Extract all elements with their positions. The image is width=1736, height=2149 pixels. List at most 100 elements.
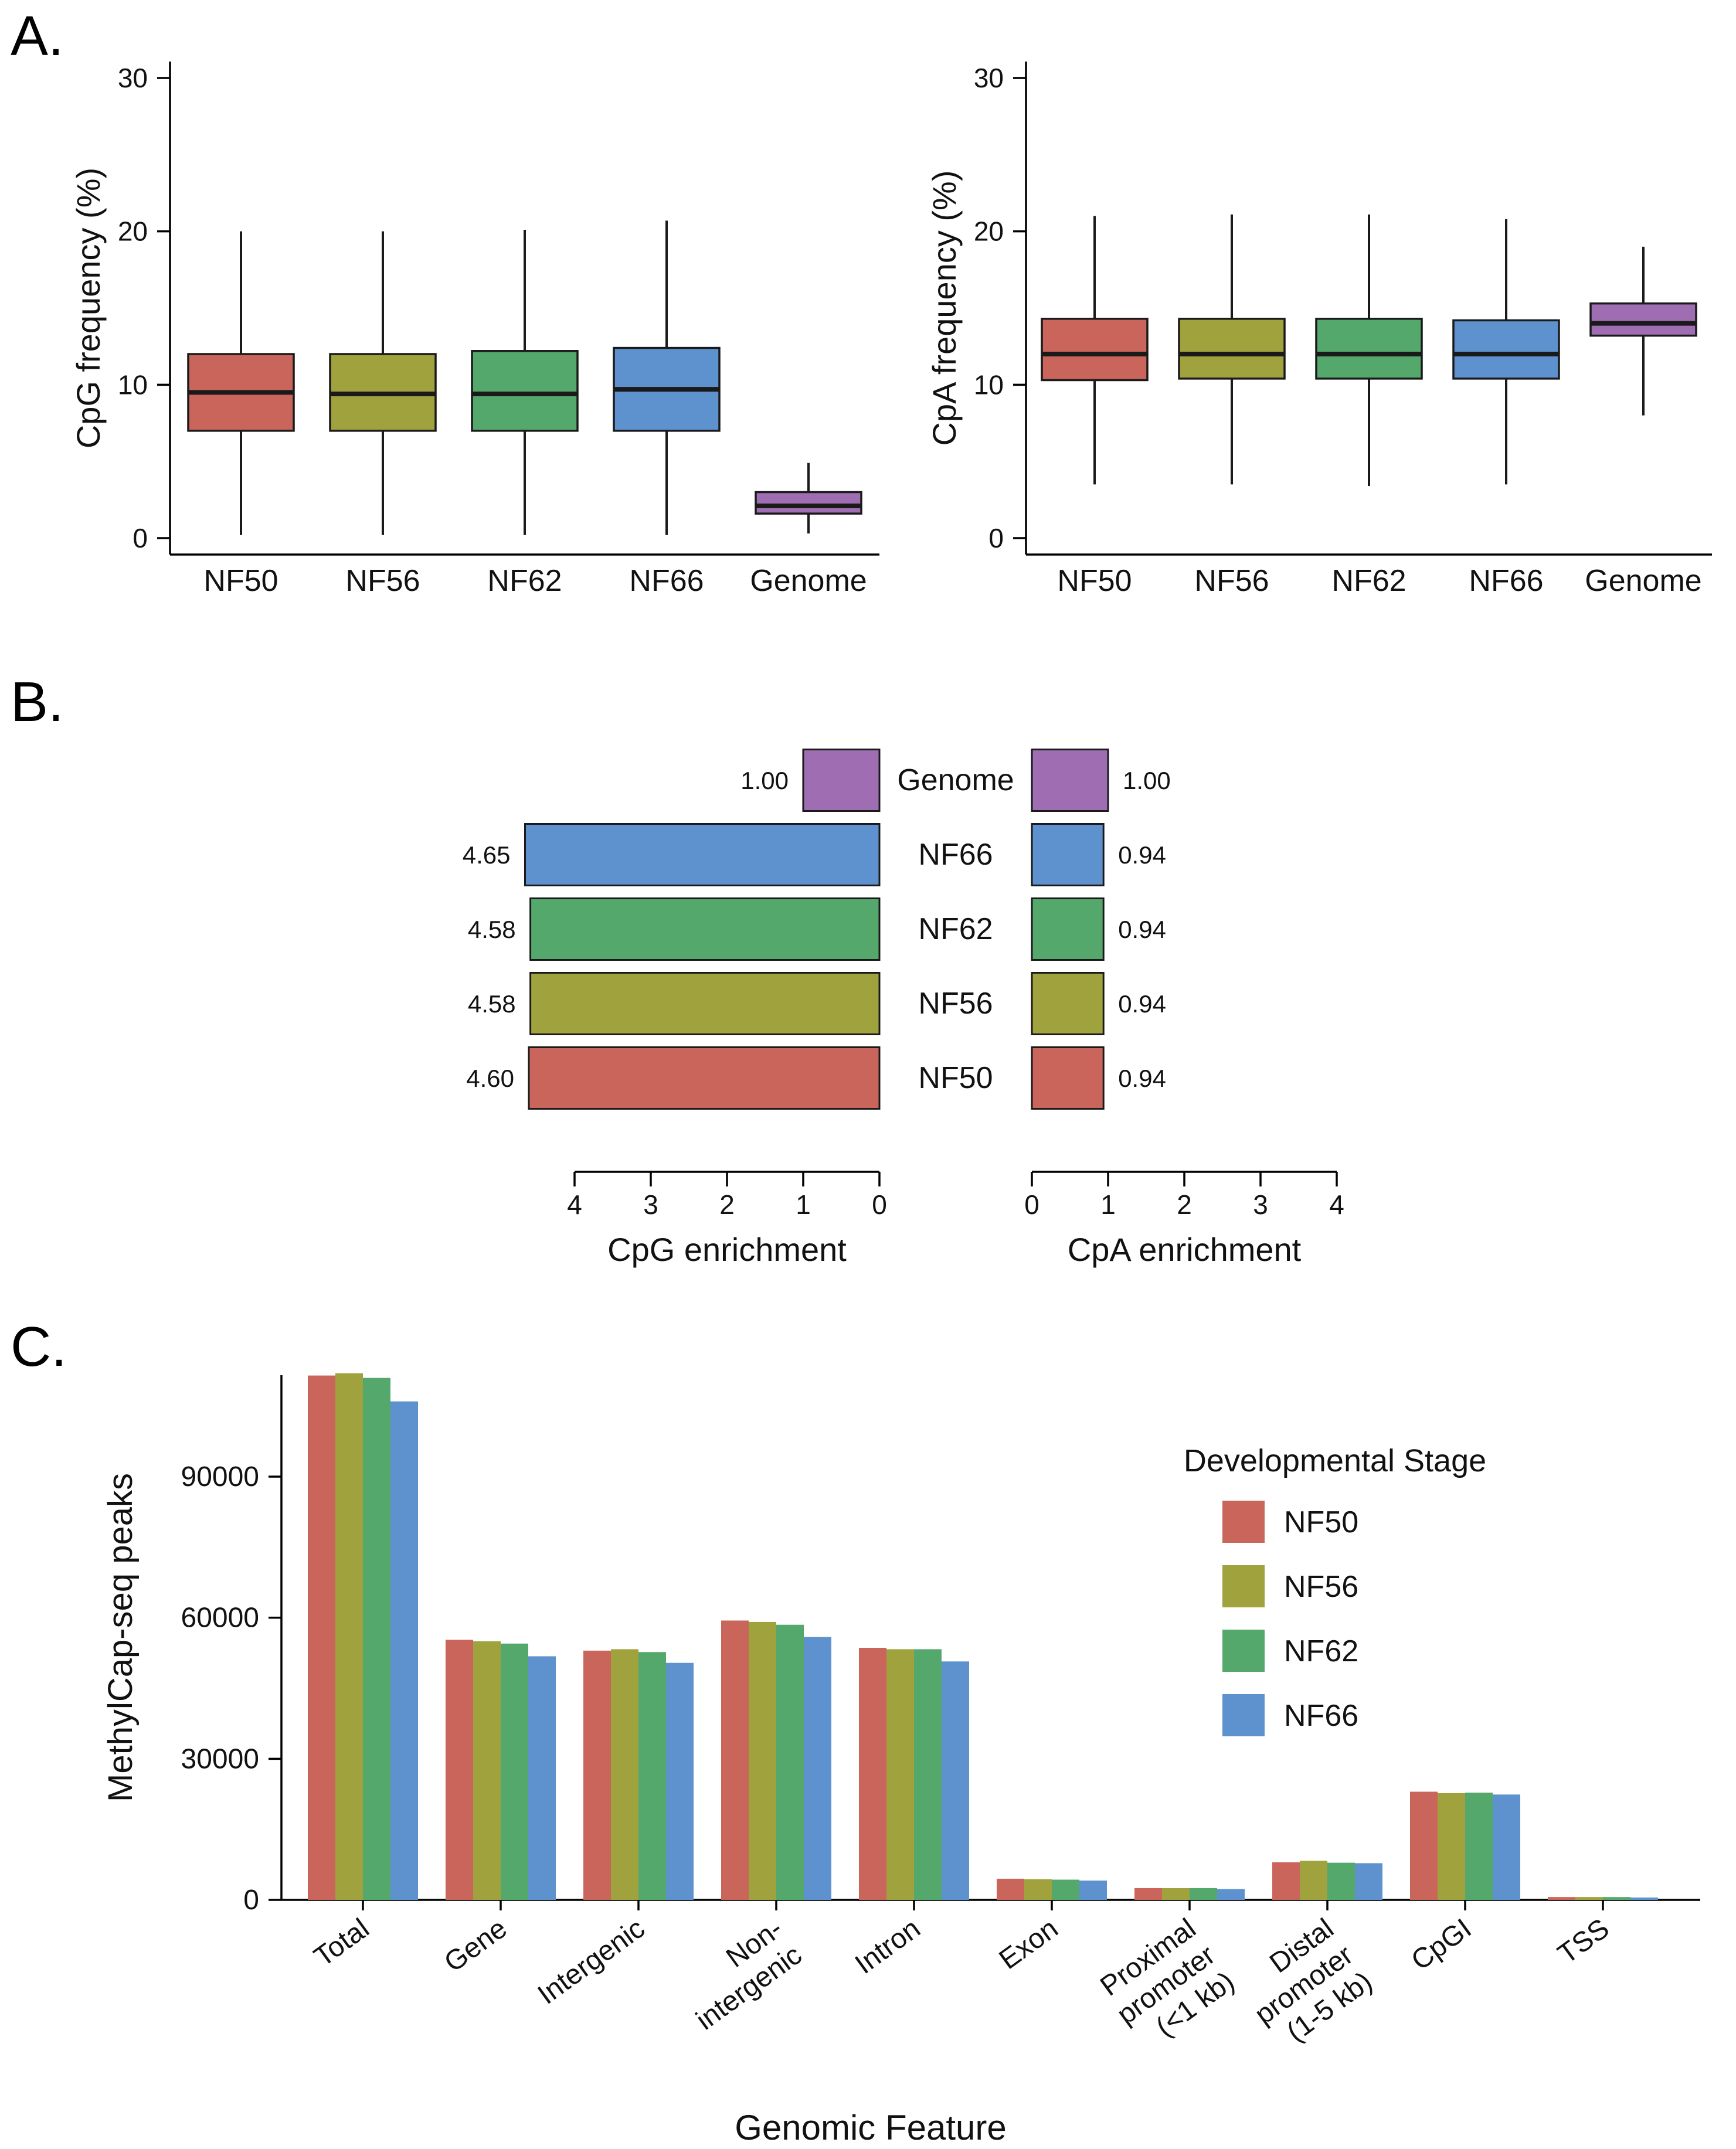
cpa-bar-NF56 — [1031, 972, 1105, 1035]
box-Genome — [1589, 302, 1697, 337]
x-category-label: Genome — [750, 564, 867, 598]
panel-a-label: A. — [11, 5, 64, 67]
x-category-label: NF62 — [1331, 564, 1406, 598]
bar-NF56-group9 — [1575, 1897, 1603, 1900]
cpg-bar-NF50 — [528, 1046, 881, 1110]
row-category-label: NF56 — [918, 987, 993, 1021]
y-tick-label: 90000 — [181, 1461, 259, 1492]
cpa-x-tick-label: 3 — [1253, 1189, 1268, 1220]
bar-NF62-group4 — [914, 1649, 942, 1900]
bar-NF56-group8 — [1438, 1793, 1465, 1900]
x-category-label: TSS — [1552, 1913, 1615, 1970]
x-axis-title: Genomic Feature — [735, 2108, 1007, 2147]
cpa-bar-value-NF66: 0.94 — [1118, 841, 1166, 869]
enrichment-bar-charts: 1.00 1.00 Genome 4.65 0.94 NF66 4.58 0.94 NF62 4.… — [463, 749, 1344, 1268]
y-tick-label: 0 — [133, 523, 148, 553]
x-category-label: Intergenic — [532, 1913, 651, 2011]
cpg-bar-Genome — [802, 749, 881, 812]
bar-NF66-group6 — [1217, 1889, 1245, 1900]
x-category-label: Gene — [439, 1913, 512, 1978]
x-category-label: NF50 — [203, 564, 278, 598]
panel-c-label: C. — [11, 1315, 67, 1378]
bar-NF50-group1 — [446, 1640, 473, 1900]
bar-NF50-group8 — [1410, 1791, 1438, 1900]
box-NF66 — [1452, 319, 1560, 380]
bar-NF66-group7 — [1355, 1863, 1382, 1900]
bar-NF50-group0 — [308, 1375, 335, 1900]
bar-NF56-group4 — [886, 1649, 914, 1900]
y-tick-label: 10 — [974, 369, 1004, 400]
cpa-bar-NF50 — [1031, 1046, 1105, 1110]
x-category-label: Genome — [1585, 564, 1701, 598]
x-category-label: Proximalpromoter(<1 kb) — [1092, 1913, 1240, 2057]
bar-NF50-group7 — [1272, 1862, 1300, 1900]
x-category-label: CpGI — [1406, 1913, 1477, 1977]
cpa-x-axis-title: CpA enrichment — [1068, 1231, 1302, 1268]
row-category-label: NF50 — [918, 1061, 993, 1095]
y-tick-label: 30000 — [181, 1743, 259, 1774]
cpg-bar-NF62 — [529, 897, 881, 961]
bar-NF66-group0 — [390, 1401, 418, 1900]
panel-b-label: B. — [11, 671, 64, 733]
bar-NF62-group8 — [1465, 1793, 1493, 1900]
cpg-x-tick-label: 4 — [567, 1189, 582, 1220]
cpg-x-tick-label: 2 — [719, 1189, 735, 1220]
cpg-bar-NF56 — [529, 972, 881, 1035]
legend-swatch-NF56 — [1222, 1565, 1265, 1607]
y-tick-label: 10 — [118, 369, 148, 400]
cpa-bar-value-Genome: 1.00 — [1123, 767, 1171, 794]
x-category-label: NF66 — [1469, 564, 1543, 598]
y-tick-label: 30 — [974, 63, 1004, 93]
bar-NF56-group0 — [335, 1373, 363, 1900]
cpa-x-tick-label: 4 — [1329, 1189, 1344, 1220]
bar-NF62-group2 — [638, 1652, 666, 1900]
row-category-label: Genome — [897, 763, 1014, 797]
box-NF62 — [1315, 318, 1423, 380]
bar-NF50-group4 — [859, 1648, 886, 1900]
bar-NF66-group1 — [528, 1656, 556, 1900]
x-category-label: NF62 — [487, 564, 562, 598]
x-category-label: NF50 — [1057, 564, 1132, 598]
cpa-bar-value-NF62: 0.94 — [1118, 916, 1166, 943]
cpg-frequency-boxplot: 0 10 20 30 CpG frequency (%) NF50 NF56 NF62 NF66… — [70, 62, 879, 598]
box-NF62 — [471, 350, 579, 432]
row-category-label: NF66 — [918, 838, 993, 872]
bar-NF62-group0 — [363, 1378, 390, 1900]
legend-swatch-NF66 — [1222, 1694, 1265, 1736]
cpa-bar-Genome — [1031, 749, 1109, 812]
x-category-label: Exon — [994, 1913, 1064, 1975]
bar-NF62-group7 — [1327, 1862, 1355, 1900]
bar-NF50-group5 — [997, 1878, 1024, 1900]
x-category-label: NF56 — [1194, 564, 1269, 598]
bar-NF50-group9 — [1548, 1897, 1575, 1900]
y-tick-label: 30 — [118, 63, 148, 93]
bar-NF66-group8 — [1493, 1794, 1520, 1900]
cpa-x-tick-label: 0 — [1024, 1189, 1039, 1220]
cpg-bar-value-NF50: 4.60 — [466, 1065, 514, 1092]
box-NF56 — [1178, 318, 1286, 380]
bar-NF62-group1 — [501, 1643, 528, 1900]
box-Genome — [755, 491, 862, 515]
box-NF50 — [1041, 318, 1149, 382]
bar-NF62-group9 — [1603, 1897, 1630, 1900]
bar-NF62-group3 — [776, 1624, 804, 1900]
cpa-bar-NF62 — [1031, 897, 1105, 961]
cpa-bar-value-NF56: 0.94 — [1118, 990, 1166, 1018]
legend-label-NF56: NF56 — [1284, 1570, 1358, 1604]
bar-NF62-group5 — [1052, 1879, 1079, 1900]
cpg-x-axis-title: CpG enrichment — [607, 1231, 847, 1268]
bar-NF56-group3 — [749, 1621, 776, 1900]
bar-NF56-group7 — [1300, 1861, 1327, 1900]
y-tick-label: 60000 — [181, 1603, 259, 1634]
x-category-label: Distalpromoter(1-5 kb) — [1230, 1913, 1378, 2057]
legend-title: Developmental Stage — [1184, 1443, 1486, 1478]
cpa-bar-NF66 — [1031, 823, 1105, 886]
bar-NF56-group6 — [1162, 1888, 1190, 1900]
row-category-label: NF62 — [918, 912, 993, 946]
bar-NF66-group2 — [666, 1662, 694, 1900]
cpa-x-tick-label: 2 — [1177, 1189, 1192, 1220]
y-tick-label: 0 — [988, 523, 1004, 553]
y-tick-label: 20 — [118, 216, 148, 247]
x-category-label: NF66 — [629, 564, 704, 598]
